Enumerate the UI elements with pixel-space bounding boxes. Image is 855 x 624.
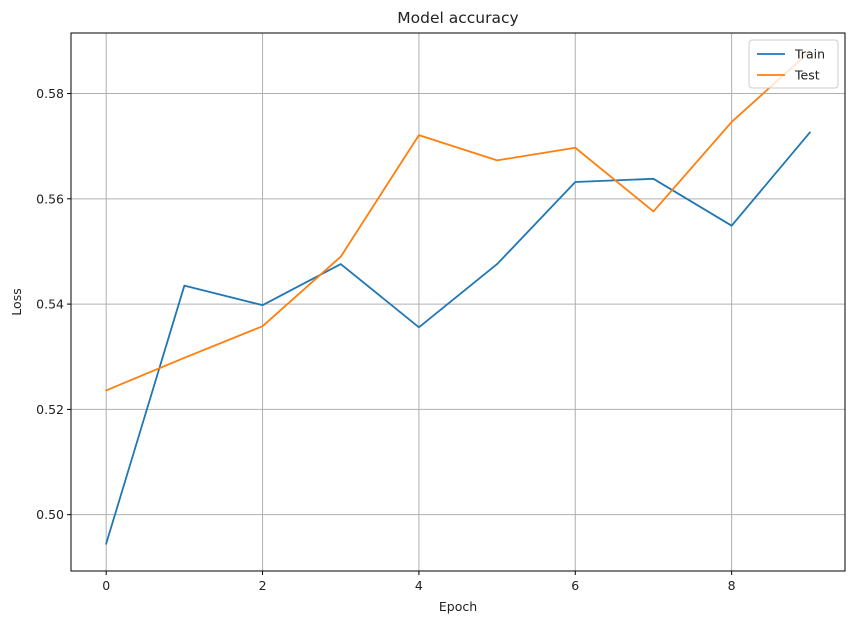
- y-axis-label: Loss: [9, 288, 24, 315]
- series-line-test: [105, 50, 812, 392]
- x-tick-label: 6: [571, 578, 579, 593]
- x-axis-ticks: 0 2 4 6 8: [102, 571, 736, 593]
- legend: Train Test: [748, 39, 839, 89]
- x-axis-label: Epoch: [439, 599, 477, 614]
- y-tick-label: 0.54: [36, 297, 64, 312]
- x-tick-label: 8: [728, 578, 736, 593]
- chart-title: Model accuracy: [397, 9, 518, 27]
- legend-box: [748, 39, 839, 89]
- y-tick-label: 0.52: [36, 402, 64, 417]
- x-tick-label: 4: [415, 578, 423, 593]
- plot-frame: [70, 32, 846, 572]
- y-tick-label: 0.50: [36, 507, 64, 522]
- legend-label-test: Test: [794, 68, 820, 83]
- x-tick-label: 0: [102, 578, 110, 593]
- grid-lines: [71, 33, 845, 571]
- series-lines: [105, 50, 812, 545]
- y-tick-label: 0.56: [36, 191, 64, 206]
- x-tick-label: 2: [259, 578, 267, 593]
- series-line-train: [105, 131, 812, 545]
- y-tick-label: 0.58: [36, 86, 64, 101]
- y-axis-ticks: 0.50 0.52 0.54 0.56 0.58: [36, 86, 71, 522]
- legend-label-train: Train: [794, 47, 825, 62]
